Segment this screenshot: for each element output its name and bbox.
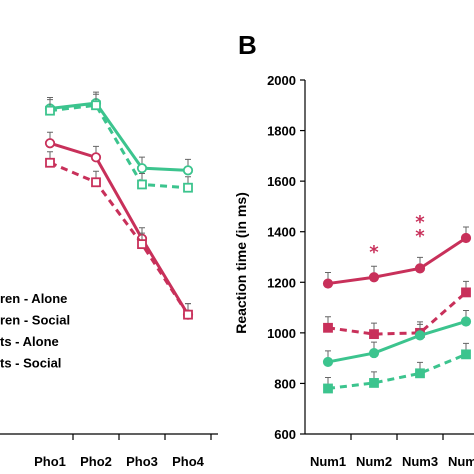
series-adults-alone <box>322 309 472 368</box>
point-adults-alone-num2 <box>368 347 380 359</box>
series-line-children-social <box>49 161 190 316</box>
series-line-adults-alone <box>327 320 467 364</box>
significance-marker-num3: * <box>415 212 425 233</box>
y-tick-label-1800: 1800 <box>267 124 296 139</box>
x-tick-label-num1: Num1 <box>310 454 346 469</box>
legend-label-ren-alone: ren - Alone <box>0 291 67 306</box>
panel-a-legend: ren - Alone ren - Social ts - Alone ts - So… <box>0 291 70 371</box>
point-children-social-pho3 <box>137 239 147 250</box>
point-adults-social-num3 <box>415 368 425 379</box>
series-adults-alone <box>44 91 194 176</box>
panel-a-chart: Pho1 Pho2 Pho3 Pho4 ren - Alone ren - Social… <box>0 91 218 469</box>
point-children-alone-num2 <box>368 272 380 283</box>
series-line-adults-social <box>49 103 189 190</box>
series-adults-social <box>323 342 471 394</box>
y-tick-label-800: 800 <box>274 376 296 391</box>
panel-b-label: B <box>238 30 257 60</box>
point-children-alone-pho2 <box>90 152 102 163</box>
x-tick-label-pho2: Pho2 <box>80 454 112 469</box>
point-children-social-num2 <box>369 329 379 340</box>
y-tick-label-1000: 1000 <box>267 326 296 341</box>
significance-marker-num3: * <box>415 226 425 247</box>
series-children-social <box>323 280 471 340</box>
y-tick-label-1600: 1600 <box>267 174 296 189</box>
point-adults-alone-pho3 <box>136 163 148 174</box>
point-children-social-pho1 <box>45 157 55 168</box>
x-tick-label-pho3: Pho3 <box>126 454 158 469</box>
point-children-alone-num1 <box>322 278 334 289</box>
series-children-social <box>45 151 193 320</box>
legend-label-ts-alone: ts - Alone <box>0 334 59 349</box>
y-tick-label-600: 600 <box>274 427 296 442</box>
point-adults-social-pho2 <box>91 100 101 111</box>
x-tick-label-num3: Num3 <box>402 454 438 469</box>
point-children-social-num1 <box>323 322 333 333</box>
series-line-children-alone <box>49 141 190 316</box>
significance-marker-num2: * <box>369 242 379 263</box>
point-adults-social-pho4 <box>183 182 193 193</box>
point-children-social-num4 <box>461 287 471 298</box>
point-children-social-pho2 <box>91 177 101 188</box>
series-line-children-alone <box>327 236 467 286</box>
y-tick-label-1400: 1400 <box>267 225 296 240</box>
point-adults-alone-num3 <box>414 330 426 341</box>
point-adults-social-pho3 <box>137 179 147 190</box>
series-children-alone <box>44 131 194 320</box>
series-line-children-social <box>327 291 467 336</box>
point-children-alone-num3 <box>414 263 426 274</box>
x-tick-label-pho4: Pho4 <box>172 454 205 469</box>
series-children-alone <box>322 226 472 289</box>
legend-label-ren-social: ren - Social <box>0 313 70 328</box>
point-adults-alone-pho4 <box>182 165 194 176</box>
x-tick-label-pho1: Pho1 <box>34 454 66 469</box>
panel-b-y-axis-label: Reaction time (in ms) <box>233 192 249 334</box>
series-line-adults-alone <box>49 101 189 172</box>
point-children-social-pho4 <box>183 309 193 320</box>
point-adults-social-num4 <box>461 349 471 360</box>
x-tick-label-num4: Num4 <box>448 454 474 469</box>
point-adults-social-num1 <box>323 383 333 394</box>
y-tick-label-2000: 2000 <box>267 73 296 88</box>
point-adults-social-pho1 <box>45 105 55 116</box>
point-children-alone-num4 <box>460 232 472 244</box>
y-tick-label-1200: 1200 <box>267 275 296 290</box>
series-adults-social <box>45 93 193 193</box>
legend-label-ts-social: ts - Social <box>0 356 61 371</box>
point-children-alone-pho1 <box>44 138 56 149</box>
point-adults-alone-num4 <box>460 316 472 327</box>
x-tick-label-num2: Num2 <box>356 454 392 469</box>
point-adults-social-num2 <box>369 378 379 388</box>
point-adults-alone-num1 <box>322 356 334 368</box>
panel-b-chart: B Reaction time (in ms) 600 800 1000 1200 14… <box>233 30 474 469</box>
